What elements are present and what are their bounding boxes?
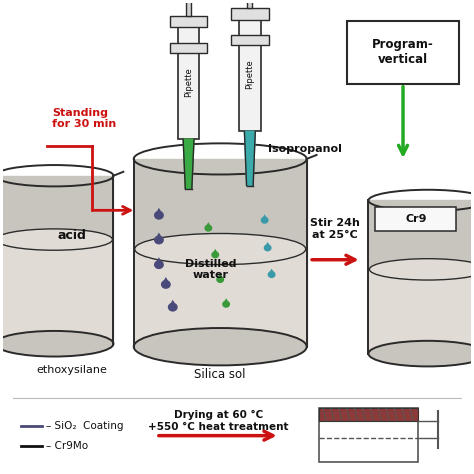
Text: ethoxysilane: ethoxysilane <box>36 365 108 375</box>
Text: – Cr9Mo: – Cr9Mo <box>46 440 88 450</box>
Ellipse shape <box>268 271 275 278</box>
Text: Isopropanol: Isopropanol <box>268 144 341 154</box>
Polygon shape <box>269 269 274 273</box>
Ellipse shape <box>134 328 307 365</box>
Ellipse shape <box>154 260 164 269</box>
Ellipse shape <box>154 211 164 220</box>
Polygon shape <box>163 277 169 282</box>
Text: Pipette: Pipette <box>184 67 193 97</box>
Polygon shape <box>156 233 162 237</box>
Polygon shape <box>156 208 162 213</box>
Ellipse shape <box>216 276 224 283</box>
Text: Distilled
water: Distilled water <box>184 259 236 281</box>
Polygon shape <box>206 222 211 226</box>
Text: Cr9: Cr9 <box>405 214 427 224</box>
Text: – SiO₂  Coating: – SiO₂ Coating <box>46 421 124 431</box>
Text: Silica sol: Silica sol <box>194 368 246 382</box>
Polygon shape <box>0 176 113 344</box>
Ellipse shape <box>261 217 269 224</box>
Polygon shape <box>134 159 307 346</box>
Polygon shape <box>262 214 267 218</box>
Polygon shape <box>213 249 218 253</box>
Polygon shape <box>183 139 194 189</box>
FancyBboxPatch shape <box>170 16 207 27</box>
Ellipse shape <box>154 236 164 245</box>
Ellipse shape <box>135 234 306 264</box>
Polygon shape <box>170 300 176 305</box>
Ellipse shape <box>204 225 212 232</box>
FancyBboxPatch shape <box>170 43 207 53</box>
Polygon shape <box>368 201 474 354</box>
Polygon shape <box>135 249 306 346</box>
Ellipse shape <box>222 301 230 308</box>
Text: acid: acid <box>57 228 86 242</box>
Polygon shape <box>245 131 255 186</box>
FancyBboxPatch shape <box>247 0 252 8</box>
Text: Drying at 60 °C
+550 °C heat treatment: Drying at 60 °C +550 °C heat treatment <box>148 410 289 432</box>
Text: Standing
for 30 min: Standing for 30 min <box>52 108 117 129</box>
Polygon shape <box>224 298 228 302</box>
Ellipse shape <box>0 229 112 250</box>
Polygon shape <box>156 257 162 262</box>
FancyBboxPatch shape <box>319 408 418 421</box>
FancyBboxPatch shape <box>231 36 269 46</box>
Ellipse shape <box>161 280 171 289</box>
FancyBboxPatch shape <box>375 207 456 231</box>
Polygon shape <box>369 269 474 354</box>
Ellipse shape <box>0 331 113 356</box>
Text: Program-
vertical: Program- vertical <box>372 38 434 66</box>
Text: Pipette: Pipette <box>246 60 255 89</box>
Ellipse shape <box>168 303 178 311</box>
Ellipse shape <box>264 244 272 251</box>
Ellipse shape <box>368 341 474 366</box>
FancyBboxPatch shape <box>239 18 261 131</box>
Ellipse shape <box>211 251 219 258</box>
Polygon shape <box>0 239 112 344</box>
FancyBboxPatch shape <box>319 408 418 462</box>
FancyBboxPatch shape <box>231 8 269 19</box>
FancyBboxPatch shape <box>186 0 191 16</box>
Ellipse shape <box>369 259 474 280</box>
Polygon shape <box>218 273 223 277</box>
Text: Stir 24h
at 25°C: Stir 24h at 25°C <box>310 219 360 240</box>
FancyBboxPatch shape <box>178 26 200 139</box>
Polygon shape <box>265 242 270 246</box>
